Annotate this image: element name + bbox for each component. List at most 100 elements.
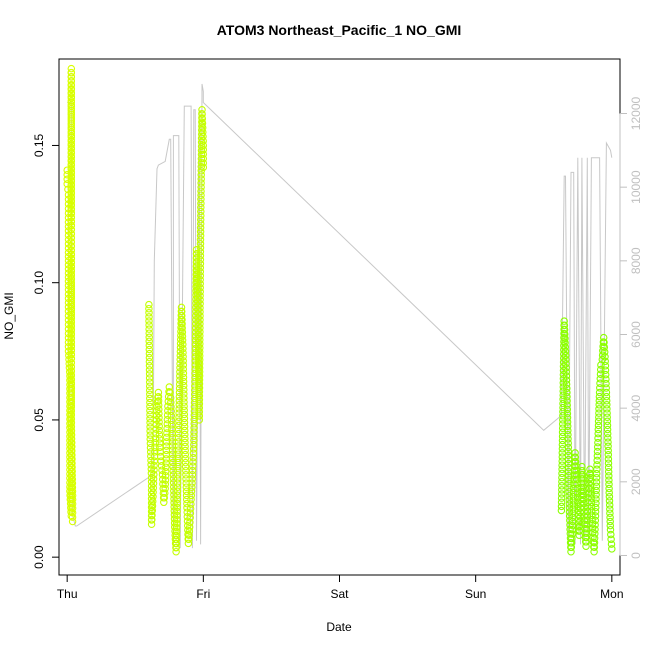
data-point <box>560 337 568 346</box>
data-point <box>563 384 571 393</box>
data-point <box>145 382 154 390</box>
data-point <box>190 436 198 445</box>
data-point <box>67 296 76 305</box>
data-point <box>179 361 188 369</box>
data-point <box>592 474 601 482</box>
data-point <box>196 288 204 296</box>
data-point <box>182 487 191 496</box>
data-point <box>604 446 612 455</box>
data-point <box>67 337 76 346</box>
data-point <box>68 451 76 459</box>
data-point <box>67 255 76 263</box>
data-point <box>590 547 598 556</box>
data-point <box>67 358 76 367</box>
data-point <box>199 163 208 172</box>
data-point <box>173 503 181 512</box>
data-point <box>161 484 169 493</box>
data-point <box>577 483 585 491</box>
data-point <box>199 137 207 145</box>
data-point <box>180 402 188 410</box>
data-point <box>196 248 205 256</box>
data-point <box>174 462 182 471</box>
data-point <box>67 418 76 427</box>
data-point <box>145 345 154 354</box>
data-point <box>67 397 76 406</box>
data-point <box>155 422 163 431</box>
data-point <box>179 340 187 349</box>
data-point <box>604 459 613 467</box>
data-point <box>196 215 205 224</box>
data-point <box>67 393 76 401</box>
data-point <box>563 418 572 426</box>
data-point <box>571 453 580 462</box>
data-point <box>67 246 76 255</box>
data-point <box>197 191 205 199</box>
data-point <box>179 357 187 365</box>
data-point <box>567 539 576 547</box>
data-point <box>185 523 194 531</box>
data-point <box>155 418 163 426</box>
data-point <box>68 508 77 517</box>
data-point <box>148 511 156 519</box>
data-point <box>145 337 153 346</box>
data-point <box>67 284 76 292</box>
data-point <box>196 228 205 236</box>
data-point <box>582 538 590 546</box>
data-point <box>148 515 156 524</box>
data-point <box>604 438 612 446</box>
data-point <box>67 434 76 443</box>
data-point <box>67 280 76 288</box>
data-point <box>189 449 198 458</box>
data-point <box>565 471 573 480</box>
data-point <box>199 141 208 150</box>
data-point <box>67 263 76 271</box>
data-point <box>67 225 76 234</box>
data-point <box>67 250 76 259</box>
data-point <box>154 397 163 405</box>
data-point <box>192 246 201 254</box>
data-point <box>67 148 76 156</box>
data-point <box>568 534 576 543</box>
data-point <box>67 98 76 106</box>
data-point <box>605 493 614 501</box>
data-point <box>67 333 76 342</box>
data-point <box>196 328 204 336</box>
data-point <box>594 438 602 447</box>
data-point <box>576 508 585 517</box>
data-point <box>173 511 181 520</box>
data-point <box>67 136 76 144</box>
data-point <box>67 300 76 309</box>
data-point <box>604 434 612 442</box>
data-point <box>591 503 600 512</box>
data-point <box>592 491 600 499</box>
data-point <box>155 439 164 447</box>
data-point <box>67 200 76 209</box>
data-point <box>68 447 76 455</box>
data-point <box>195 416 204 424</box>
data-point <box>600 348 609 356</box>
data-point <box>196 284 204 292</box>
data-point <box>149 493 157 501</box>
data-point <box>179 369 188 378</box>
data-point <box>561 351 570 360</box>
data-point <box>561 347 570 356</box>
data-point <box>563 422 572 431</box>
data-point <box>561 334 569 343</box>
data-point <box>67 363 76 371</box>
data-point <box>167 398 175 407</box>
data-point <box>178 315 186 324</box>
data-point <box>67 196 76 205</box>
data-point <box>578 471 587 479</box>
axes-layer: Thu Fri Sat Sun Mon 0.00 0.05 0.10 0.15 0 2000 4000… <box>32 97 643 601</box>
y-tick-label-right: 12000 <box>629 97 643 131</box>
data-point <box>196 268 205 276</box>
data-point <box>172 523 181 532</box>
data-point <box>180 398 188 406</box>
data-point <box>189 453 197 462</box>
y-tick-label-right: 10000 <box>629 170 643 204</box>
data-point <box>67 402 76 410</box>
data-point <box>151 448 159 456</box>
data-point <box>67 204 76 213</box>
data-point <box>174 458 182 467</box>
data-point <box>604 455 613 463</box>
